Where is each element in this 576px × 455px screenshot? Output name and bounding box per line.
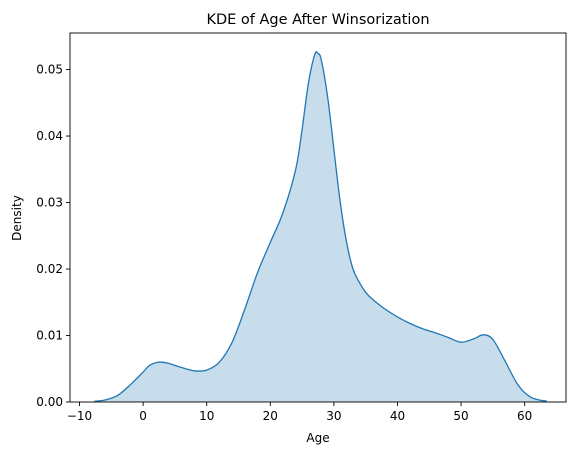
y-tick-label: 0.03 [36, 196, 63, 210]
x-tick-label: 20 [263, 409, 278, 423]
x-tick-label: −10 [67, 409, 92, 423]
x-tick-label: 50 [453, 409, 468, 423]
y-tick-label: 0.02 [36, 262, 63, 276]
x-tick-label: 10 [199, 409, 214, 423]
y-tick-label: 0.01 [36, 329, 63, 343]
y-tick-label: 0.00 [36, 395, 63, 409]
x-tick-label: 30 [326, 409, 341, 423]
axes-frame [69, 32, 567, 403]
density-curve [94, 51, 548, 402]
y-axis-ticks: 0.00 0.01 0.02 0.03 0.04 0.05 [36, 63, 70, 409]
x-tick-label: 40 [390, 409, 405, 423]
x-axis-label: Age [306, 431, 329, 445]
x-tick-label: 60 [517, 409, 532, 423]
y-axis-label: Density [10, 195, 24, 241]
plot-area [94, 51, 548, 402]
chart-title: KDE of Age After Winsorization [206, 12, 429, 28]
y-tick-label: 0.05 [36, 63, 63, 77]
density-fill-area [94, 51, 547, 402]
x-axis-ticks: −10 0 10 20 30 40 50 60 [67, 402, 532, 423]
x-tick-label: 0 [139, 409, 147, 423]
y-tick-label: 0.04 [36, 129, 63, 143]
